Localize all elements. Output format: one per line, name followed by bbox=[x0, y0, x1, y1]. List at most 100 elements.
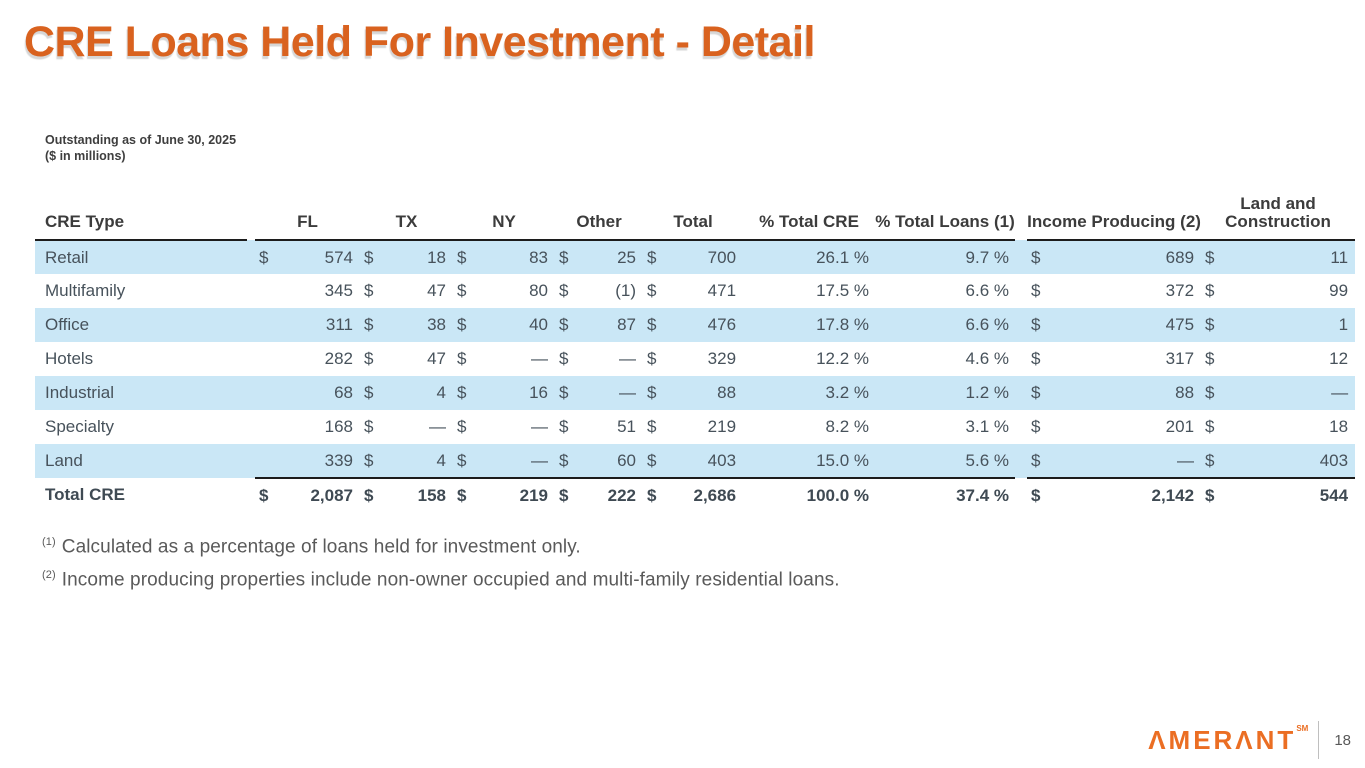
spacer-cell bbox=[1015, 478, 1027, 512]
cell: 5.6 % bbox=[875, 444, 1016, 479]
cell: $ bbox=[453, 240, 476, 274]
footnote-2-text: Income producing properties include non-… bbox=[61, 569, 840, 591]
page-number: 18 bbox=[1334, 731, 1351, 749]
table-row: Hotels 282 $47 $ — $ — $329 12.2 % 4.6 % $317 $12 bbox=[35, 342, 1355, 376]
cell bbox=[255, 410, 277, 444]
cell: — bbox=[531, 417, 549, 436]
spacer-cell bbox=[1015, 274, 1027, 308]
cell: $ bbox=[1205, 485, 1215, 505]
cell: 4 bbox=[382, 444, 454, 479]
cell bbox=[255, 308, 277, 342]
caption-date-line: Outstanding as of June 30, 2025 bbox=[45, 133, 237, 147]
table-row: Total CRE $2,087 $158 $219 $222 $2,686 100.0 %… bbox=[35, 478, 1355, 512]
cell: 168 bbox=[324, 417, 353, 436]
row-label: Retail bbox=[35, 240, 247, 274]
page-title: CRE Loans Held For Investment - Detail bbox=[24, 18, 815, 66]
cell: $ bbox=[1031, 417, 1041, 436]
cell: 18 bbox=[1329, 417, 1349, 436]
column-header-income-producing: Income Producing (2) bbox=[1027, 192, 1202, 241]
cell: — bbox=[1051, 444, 1202, 479]
cell: 47 bbox=[427, 349, 447, 368]
column-header-ny: NY bbox=[453, 192, 556, 241]
cell: 2,686 bbox=[693, 485, 737, 505]
cell: 11 bbox=[1225, 240, 1356, 274]
spacer-cell bbox=[1015, 444, 1028, 478]
row-label: Office bbox=[35, 308, 247, 342]
table-row: Retail $574 $18 $83 $25 $700 26.1 % 9.7 % $689 $1… bbox=[35, 240, 1356, 274]
cell: — bbox=[1225, 376, 1356, 410]
footnote-1-text: Calculated as a percentage of loans held… bbox=[61, 536, 581, 558]
cell: 574 bbox=[277, 240, 360, 274]
cell: 403 bbox=[1225, 444, 1356, 479]
cell: 100.0 % bbox=[806, 485, 870, 505]
cell: 18 bbox=[382, 240, 454, 274]
cell: $ bbox=[364, 281, 374, 300]
cell: 689 bbox=[1051, 240, 1202, 274]
cell: $ bbox=[643, 444, 666, 479]
cell: 17.5 % bbox=[816, 281, 870, 300]
cell: 2,142 bbox=[1151, 485, 1195, 505]
cell: 282 bbox=[324, 349, 353, 368]
cell: $ bbox=[457, 485, 467, 505]
cell: $ bbox=[364, 485, 374, 505]
slide-footer: ΛMERΛNTSM 18 bbox=[1148, 716, 1351, 764]
table-caption: Outstanding as of June 30, 2025 ($ in mi… bbox=[45, 133, 236, 164]
cell: $ bbox=[360, 308, 382, 342]
spacer-cell bbox=[1015, 308, 1028, 342]
cell: 1.2 % bbox=[875, 376, 1016, 410]
cell: 4 bbox=[382, 376, 454, 410]
cell: $ bbox=[559, 349, 569, 368]
cell: 38 bbox=[382, 308, 454, 342]
amerant-logo: ΛMERΛNTSM bbox=[1148, 725, 1308, 754]
cell: 37.4 % bbox=[956, 485, 1010, 505]
cell: 3.2 % bbox=[743, 376, 876, 410]
cell: 8.2 % bbox=[825, 417, 870, 436]
header-spacer bbox=[247, 192, 255, 240]
cell: 15.0 % bbox=[743, 444, 876, 479]
cell: 25 bbox=[577, 240, 644, 274]
cell: $ bbox=[647, 349, 657, 368]
cell: 4.6 % bbox=[965, 349, 1010, 368]
spacer-cell bbox=[1015, 410, 1027, 444]
spacer-cell bbox=[1015, 240, 1028, 274]
spacer-cell bbox=[247, 342, 255, 376]
table-row: Specialty 168 $ — $ — $51 $219 8.2 % 3.1 % $201 $18 bbox=[35, 410, 1355, 444]
cell: 476 bbox=[665, 308, 744, 342]
spacer-cell bbox=[247, 478, 255, 512]
cell: $ bbox=[555, 444, 578, 479]
cell: 475 bbox=[1051, 308, 1202, 342]
cell: $ bbox=[259, 485, 269, 505]
spacer-cell bbox=[247, 376, 255, 410]
footnotes: (1) Calculated as a percentage of loans h… bbox=[42, 536, 840, 603]
cell: $ bbox=[453, 444, 476, 479]
cell: 219 bbox=[519, 485, 549, 505]
cell: $ bbox=[1031, 281, 1041, 300]
spacer-cell bbox=[1015, 376, 1028, 410]
cell bbox=[255, 274, 277, 308]
cell: $ bbox=[255, 240, 277, 274]
row-label: Specialty bbox=[45, 417, 114, 436]
cell: $ bbox=[643, 240, 666, 274]
table-row: Industrial 68 $4 $16 $ — $88 3.2 % 1.2 % $88 $ — bbox=[35, 376, 1356, 410]
cell bbox=[255, 444, 277, 479]
column-header-cre-type: CRE Type bbox=[35, 192, 247, 241]
cell: $ bbox=[1027, 240, 1052, 274]
cell: $ bbox=[643, 376, 666, 410]
spacer-cell bbox=[247, 410, 255, 444]
cell bbox=[255, 342, 277, 376]
cell: 51 bbox=[617, 417, 637, 436]
cell: 60 bbox=[577, 444, 644, 479]
cell: 16 bbox=[475, 376, 556, 410]
column-header-pct-total-loans: % Total Loans (1) bbox=[875, 192, 1016, 241]
cre-detail-table-container: CRE Type FL TX NY Other Total % Total CR… bbox=[35, 192, 1356, 512]
cell: $ bbox=[1201, 240, 1226, 274]
table-row: Land 339 $4 $ — $60 $403 15.0 % 5.6 % $ — $403 bbox=[35, 444, 1356, 479]
cell: 311 bbox=[277, 308, 360, 342]
row-label: Total CRE bbox=[45, 485, 125, 504]
cell: 17.8 % bbox=[743, 308, 876, 342]
cell: 3.1 % bbox=[965, 417, 1010, 436]
footnote-1: (1) Calculated as a percentage of loans h… bbox=[42, 536, 840, 558]
cell: 544 bbox=[1319, 485, 1349, 505]
cell: 87 bbox=[577, 308, 644, 342]
spacer-cell bbox=[1015, 342, 1027, 376]
